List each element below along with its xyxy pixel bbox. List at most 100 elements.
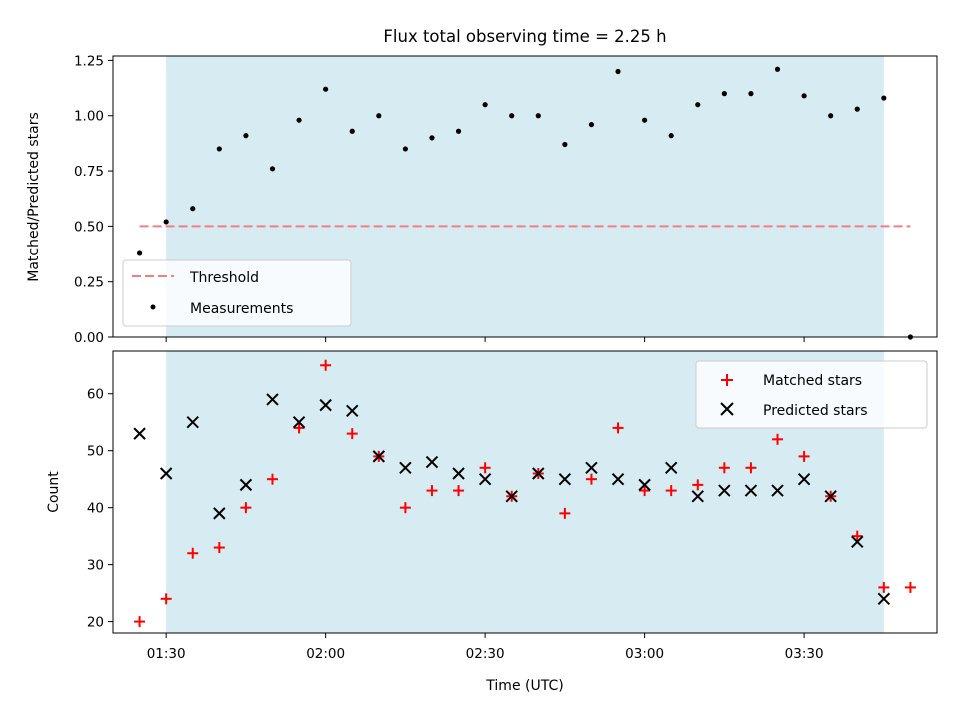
- measurement-point-13: [482, 102, 488, 108]
- legend-threshold-label: Threshold: [189, 270, 259, 286]
- predicted-star-point-27: [851, 535, 864, 549]
- matched-star-point-13: [479, 462, 491, 474]
- panel-counts: 20 30 40 50 60 01:30 02:00 02:30 03:00 03:30 Tim…: [46, 350, 938, 694]
- predicted-star-point-28: [877, 592, 891, 606]
- ratio-ytick-label-2: 0.50: [74, 219, 104, 235]
- measurement-point-14: [509, 113, 515, 119]
- matched-star-point-29: [904, 581, 916, 593]
- predicted-star-point-0: [133, 427, 146, 440]
- predicted-star-point-8: [346, 404, 359, 418]
- measurement-point-16: [562, 141, 568, 148]
- predicted-star-point-19: [638, 478, 651, 492]
- legend-predicted-label: Predicted stars: [763, 403, 868, 419]
- predicted-star-point-5: [266, 393, 279, 406]
- predicted-star-point-3: [213, 507, 226, 520]
- predicted-star-point-15: [532, 467, 545, 480]
- legend-measurements-swatch: [150, 304, 156, 310]
- predicted-star-point-24: [771, 484, 784, 497]
- measurement-point-24: [774, 66, 781, 72]
- predicted-star-point-22: [718, 484, 731, 497]
- measurement-point-8: [349, 128, 355, 134]
- measurement-point-20: [668, 133, 674, 139]
- matched-star-point-25: [798, 450, 810, 462]
- counts-xtick-label-3: 03:00: [625, 646, 664, 662]
- predicted-star-point-2: [186, 416, 199, 429]
- predicted-star-point-9: [372, 450, 386, 463]
- legend-predicted-swatch: [720, 402, 734, 416]
- ratio-ytick-label-3: 0.75: [74, 164, 104, 180]
- measurement-point-17: [588, 121, 595, 128]
- measurement-point-23: [748, 91, 754, 97]
- measurement-point-4: [243, 133, 249, 139]
- matched-star-point-20: [665, 485, 677, 497]
- predicted-star-point-25: [797, 472, 811, 486]
- matched-star-point-10: [399, 502, 411, 514]
- measurement-point-0: [136, 250, 143, 256]
- ratio-chart-title: Flux total observing time = 2.25 h: [383, 27, 666, 46]
- predicted-star-point-1: [159, 467, 173, 480]
- matched-star-point-17: [585, 473, 597, 485]
- legend-matched-swatch: [721, 374, 733, 386]
- panel-ratio: 0.00 0.25 0.50 0.75 1.00 1.25 Flux total obse…: [26, 27, 938, 346]
- predicted-star-point-14: [505, 490, 518, 503]
- matched-star-point-28: [878, 581, 890, 593]
- counts-axes-frame: [112, 350, 938, 634]
- counts-legend: Matched stars Predicted stars: [695, 360, 928, 429]
- predicted-star-point-7: [319, 398, 332, 412]
- matched-star-point-12: [453, 485, 465, 497]
- counts-ytick-label-0: 20: [87, 615, 104, 631]
- measurement-point-11: [429, 135, 435, 141]
- predicted-star-point-21: [691, 490, 704, 503]
- measurement-point-27: [854, 106, 860, 112]
- matched-star-point-11: [426, 485, 438, 497]
- counts-xtick-label-2: 02:30: [466, 646, 505, 662]
- counts-x-axis-label: Time (UTC): [485, 678, 563, 694]
- predicted-star-point-26: [824, 490, 837, 503]
- ratio-legend: Threshold Measurements: [122, 259, 352, 327]
- measurement-point-9: [376, 113, 382, 119]
- ratio-ytick-label-5: 1.25: [74, 53, 104, 69]
- matched-star-point-0: [134, 616, 146, 628]
- measurement-point-19: [642, 117, 648, 123]
- predicted-star-point-17: [585, 461, 598, 474]
- counts-ytick-label-1: 30: [87, 558, 104, 574]
- predicted-star-point-16: [558, 472, 572, 486]
- matched-star-point-6: [293, 422, 305, 434]
- matched-star-point-22: [718, 462, 730, 474]
- measurement-point-26: [828, 113, 834, 119]
- counts-xtick-label-1: 02:00: [306, 646, 345, 662]
- predicted-star-point-11: [425, 455, 439, 469]
- measurement-point-28: [881, 95, 887, 101]
- legend-matched-label: Matched stars: [763, 373, 862, 389]
- ratio-y-axis-label: Matched/Predicted stars: [26, 112, 42, 282]
- predicted-star-point-6: [292, 416, 306, 429]
- matched-star-point-8: [346, 428, 358, 440]
- matched-star-point-16: [559, 507, 571, 519]
- measurement-point-21: [695, 102, 701, 108]
- matched-star-point-27: [851, 530, 863, 542]
- ratio-ytick-label-0: 0.00: [74, 330, 104, 346]
- counts-ytick-label-4: 60: [87, 387, 104, 403]
- measurement-point-22: [721, 91, 727, 97]
- predicted-star-point-18: [611, 472, 625, 486]
- predicted-star-point-4: [239, 478, 253, 492]
- predicted-star-point-10: [399, 461, 412, 474]
- counts-ytick-label-3: 50: [87, 444, 104, 460]
- matched-star-point-5: [266, 473, 278, 485]
- predicted-star-point-20: [664, 461, 678, 474]
- measurement-point-6: [296, 117, 302, 123]
- measurement-point-18: [615, 68, 621, 75]
- matched-star-point-4: [240, 502, 252, 514]
- counts-xtick-label-4: 03:30: [785, 646, 824, 662]
- measurement-point-3: [216, 146, 222, 152]
- matched-star-point-24: [772, 433, 784, 445]
- predicted-star-point-23: [744, 484, 758, 497]
- matched-star-point-23: [745, 462, 757, 474]
- counts-legend-box: [695, 360, 928, 429]
- measurement-point-2: [190, 206, 196, 212]
- matched-star-point-18: [612, 422, 624, 434]
- ratio-ytick-label-4: 1.00: [74, 109, 104, 125]
- predicted-star-point-13: [478, 472, 492, 486]
- legend-measurements-label: Measurements: [190, 301, 293, 317]
